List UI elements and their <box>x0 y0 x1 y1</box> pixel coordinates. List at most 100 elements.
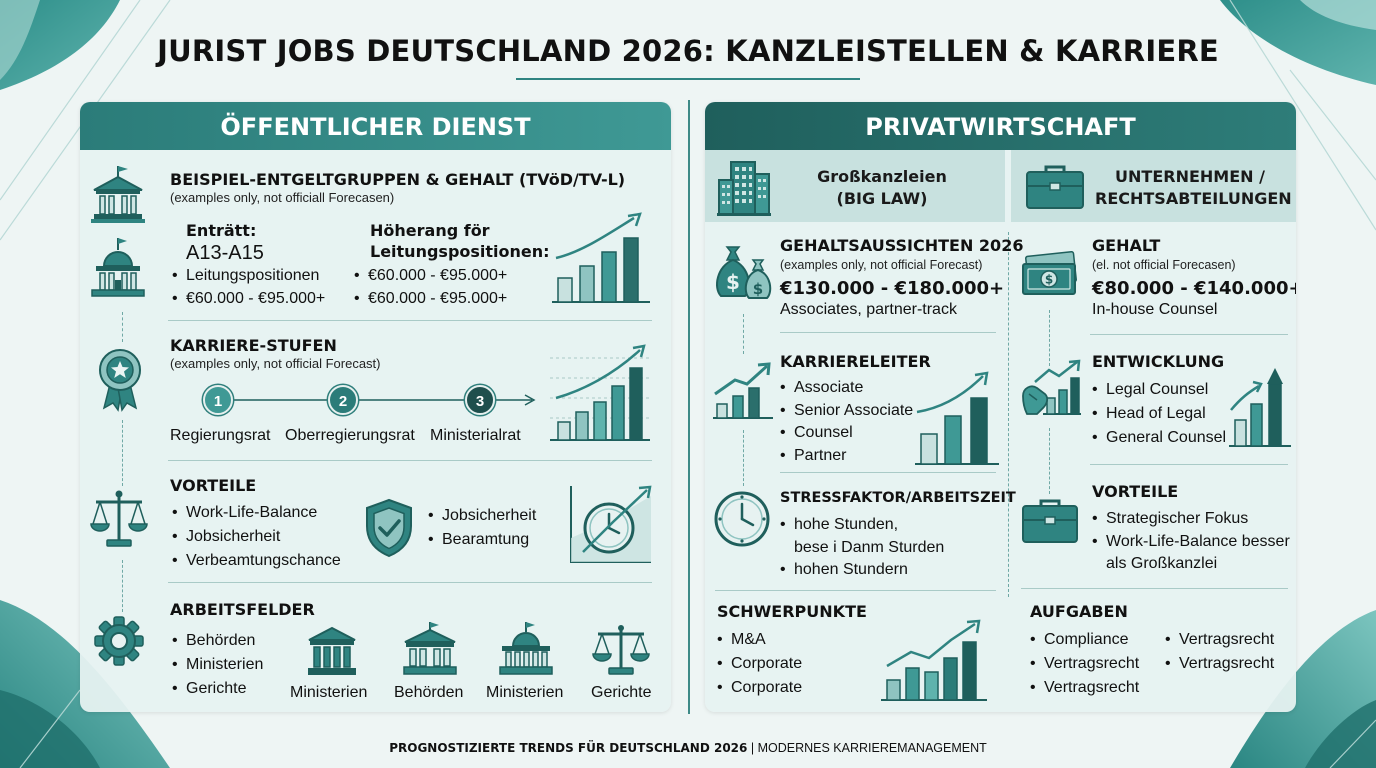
list-item: Gerichte <box>172 677 263 701</box>
inhouse-development-heading: ENTWICKLUNG <box>1092 352 1225 371</box>
connector-line <box>1049 310 1050 366</box>
government-building-icon <box>91 166 145 223</box>
inhouse-salary-range: €80.000 - €140.000+ <box>1092 278 1296 299</box>
list-item: Corporate <box>717 652 802 676</box>
inhouse-title-line2: RECHTSABTEILUNGEN <box>1095 189 1292 208</box>
briefcase-icon <box>1026 165 1084 209</box>
domed-ministry-icon <box>499 622 553 675</box>
big-law-stress-heading: STRESSFAKTOR/ARBEITSZEIT <box>780 490 1016 506</box>
list-item: Vertragsrecht <box>1030 676 1139 700</box>
connector-line <box>743 314 744 354</box>
career-growth-chart-icon <box>550 344 650 441</box>
connector-line <box>743 430 744 486</box>
list-item: €60.000 - €95.000+ <box>354 265 507 288</box>
career-step-3: 3 <box>465 385 495 415</box>
svg-text:$: $ <box>753 280 763 298</box>
big-law-focus-bullets: M&A Corporate Corporate <box>717 628 802 700</box>
award-rosette-icon <box>99 349 141 412</box>
skyscraper-icon <box>717 161 771 216</box>
inhouse-tasks-col1: Compliance Vertragsrecht Vertragsrecht <box>1030 628 1139 700</box>
benefits-bullets: Work-Life-Balance Jobsicherheit Verbeamt… <box>172 501 341 573</box>
center-divider <box>688 100 690 714</box>
title-underline <box>516 78 860 80</box>
inhouse-benefits-bullets: Strategischer Fokus Work-Life-Balance be… <box>1092 508 1290 576</box>
focus-growth-chart-icon <box>881 619 987 701</box>
career-note: (examples only, not official Forecast) <box>170 356 381 371</box>
entry-bullets: Leitungspositionen €60.000 - €95.000+ <box>172 265 325 310</box>
banknote-icon: $ <box>1022 251 1077 295</box>
connector-line <box>122 420 123 486</box>
connector-line <box>1049 428 1050 494</box>
big-law-salary-heading: GEHALTSAUSSICHTEN 2026 <box>780 236 1024 255</box>
list-item: €60.000 - €95.000+ <box>172 288 325 311</box>
rising-chart-icon <box>713 362 773 419</box>
inhouse-growth-chart-icon <box>1229 368 1291 447</box>
field-label-2: Behörden <box>394 684 464 701</box>
list-item: Senior Associate <box>780 400 913 423</box>
inhouse-tasks-heading: AUFGABEN <box>1030 602 1128 621</box>
field-label-1: Ministerien <box>290 684 368 701</box>
career-step-1: 1 <box>203 385 233 415</box>
career-step-2: 2 <box>328 385 358 415</box>
inhouse-subheader: UNTERNEHMEN / RECHTSABTEILUNGEN <box>1011 150 1296 222</box>
column-divider <box>1008 232 1009 597</box>
growth-hand-icon <box>1022 359 1081 415</box>
career-step-label-2: Oberregierungsrat <box>285 427 415 444</box>
private-sector-panel: PRIVATWIRTSCHAFT Großkanzleien (BIG LAW) <box>705 102 1296 712</box>
list-item: Head of Legal <box>1092 402 1226 426</box>
field-label-3: Ministerien <box>486 684 564 701</box>
career-step-label-3: Ministerialrat <box>430 427 521 444</box>
list-item: Bearamtung <box>428 528 536 552</box>
footer-bold: PROGNOSTIZIERTE TRENDS FÜR DEUTSCHLAND 2… <box>389 741 748 755</box>
list-item: Compliance <box>1030 628 1139 652</box>
list-item: hohen Stundern <box>780 559 944 582</box>
inhouse-salary-note: (el. not official Forecasen) <box>1092 258 1236 272</box>
big-law-title-line2: (BIG LAW) <box>836 189 928 208</box>
domed-building-icon <box>91 238 145 297</box>
senior-bullets: €60.000 - €95.000+ €60.000 - €95.000+ <box>354 265 507 310</box>
pay-note: (examples only, not officiall Forecasen) <box>170 190 395 205</box>
benefits-bullets-2: Jobsicherheit Bearamtung <box>428 504 536 552</box>
pay-heading: BEISPIEL-ENTGELTGRUPPEN & GEHALT (TVöD/T… <box>170 170 626 189</box>
list-item: €60.000 - €95.000+ <box>354 288 507 311</box>
list-item: Strategischer Fokus <box>1092 508 1290 531</box>
page-title: JURIST JOBS DEUTSCHLAND 2026: KANZLEISTE… <box>157 34 1219 68</box>
list-item: Legal Counsel <box>1092 378 1226 402</box>
fields-bullets: Behörden Ministerien Gerichte <box>172 629 263 701</box>
list-item: M&A <box>717 628 802 652</box>
big-law-salary-detail: Associates, partner-track <box>780 301 957 318</box>
list-item: Jobsicherheit <box>172 525 341 549</box>
salary-growth-chart-icon <box>552 212 650 303</box>
connector-line <box>122 560 123 612</box>
private-sector-header: PRIVATWIRTSCHAFT <box>705 102 1296 150</box>
big-law-title-line1: Großkanzleien <box>817 167 947 186</box>
benefits-heading: VORTEILE <box>170 476 257 495</box>
big-law-salary-range: €130.000 - €180.000+ <box>780 278 1005 299</box>
inhouse-salary-heading: GEHALT <box>1092 236 1161 255</box>
list-item: Leitungspositionen <box>172 265 325 288</box>
career-heading: KARRIERE-STUFEN <box>170 336 337 355</box>
big-law-subheader: Großkanzleien (BIG LAW) <box>705 150 1005 222</box>
clock-icon <box>714 491 770 547</box>
list-item: Behörden <box>172 629 263 653</box>
big-law-focus-heading: SCHWERPUNKTE <box>717 602 867 621</box>
list-item: Verbeamtungschance <box>172 549 341 573</box>
inhouse-title-line1: UNTERNEHMEN / <box>1115 167 1265 186</box>
entry-label: Enträtt: <box>186 221 257 240</box>
money-bags-icon: $ $ <box>716 246 772 299</box>
inhouse-benefits-heading: VORTEILE <box>1092 482 1179 501</box>
big-law-stress-bullets: hohe Stunden,bese i Danm Sturden hohen S… <box>780 514 944 582</box>
list-item: Associate <box>780 377 913 400</box>
list-item: Vertragsrecht <box>1165 652 1274 676</box>
field-label-4: Gerichte <box>591 684 652 701</box>
footer: PROGNOSTIZIERTE TRENDS FÜR DEUTSCHLAND 2… <box>0 741 1376 755</box>
list-item: Partner <box>780 445 913 468</box>
inhouse-salary-detail: In-house Counsel <box>1092 301 1218 318</box>
authority-building-icon <box>403 622 457 675</box>
fields-heading: ARBEITSFELDER <box>170 600 315 619</box>
big-law-salary-note: (examples only, not official Forecast) <box>780 258 983 272</box>
svg-text:$: $ <box>1045 273 1053 287</box>
list-item: Ministerien <box>172 653 263 677</box>
inhouse-tasks-col2: Vertragsrecht Vertragsrecht <box>1165 628 1274 676</box>
